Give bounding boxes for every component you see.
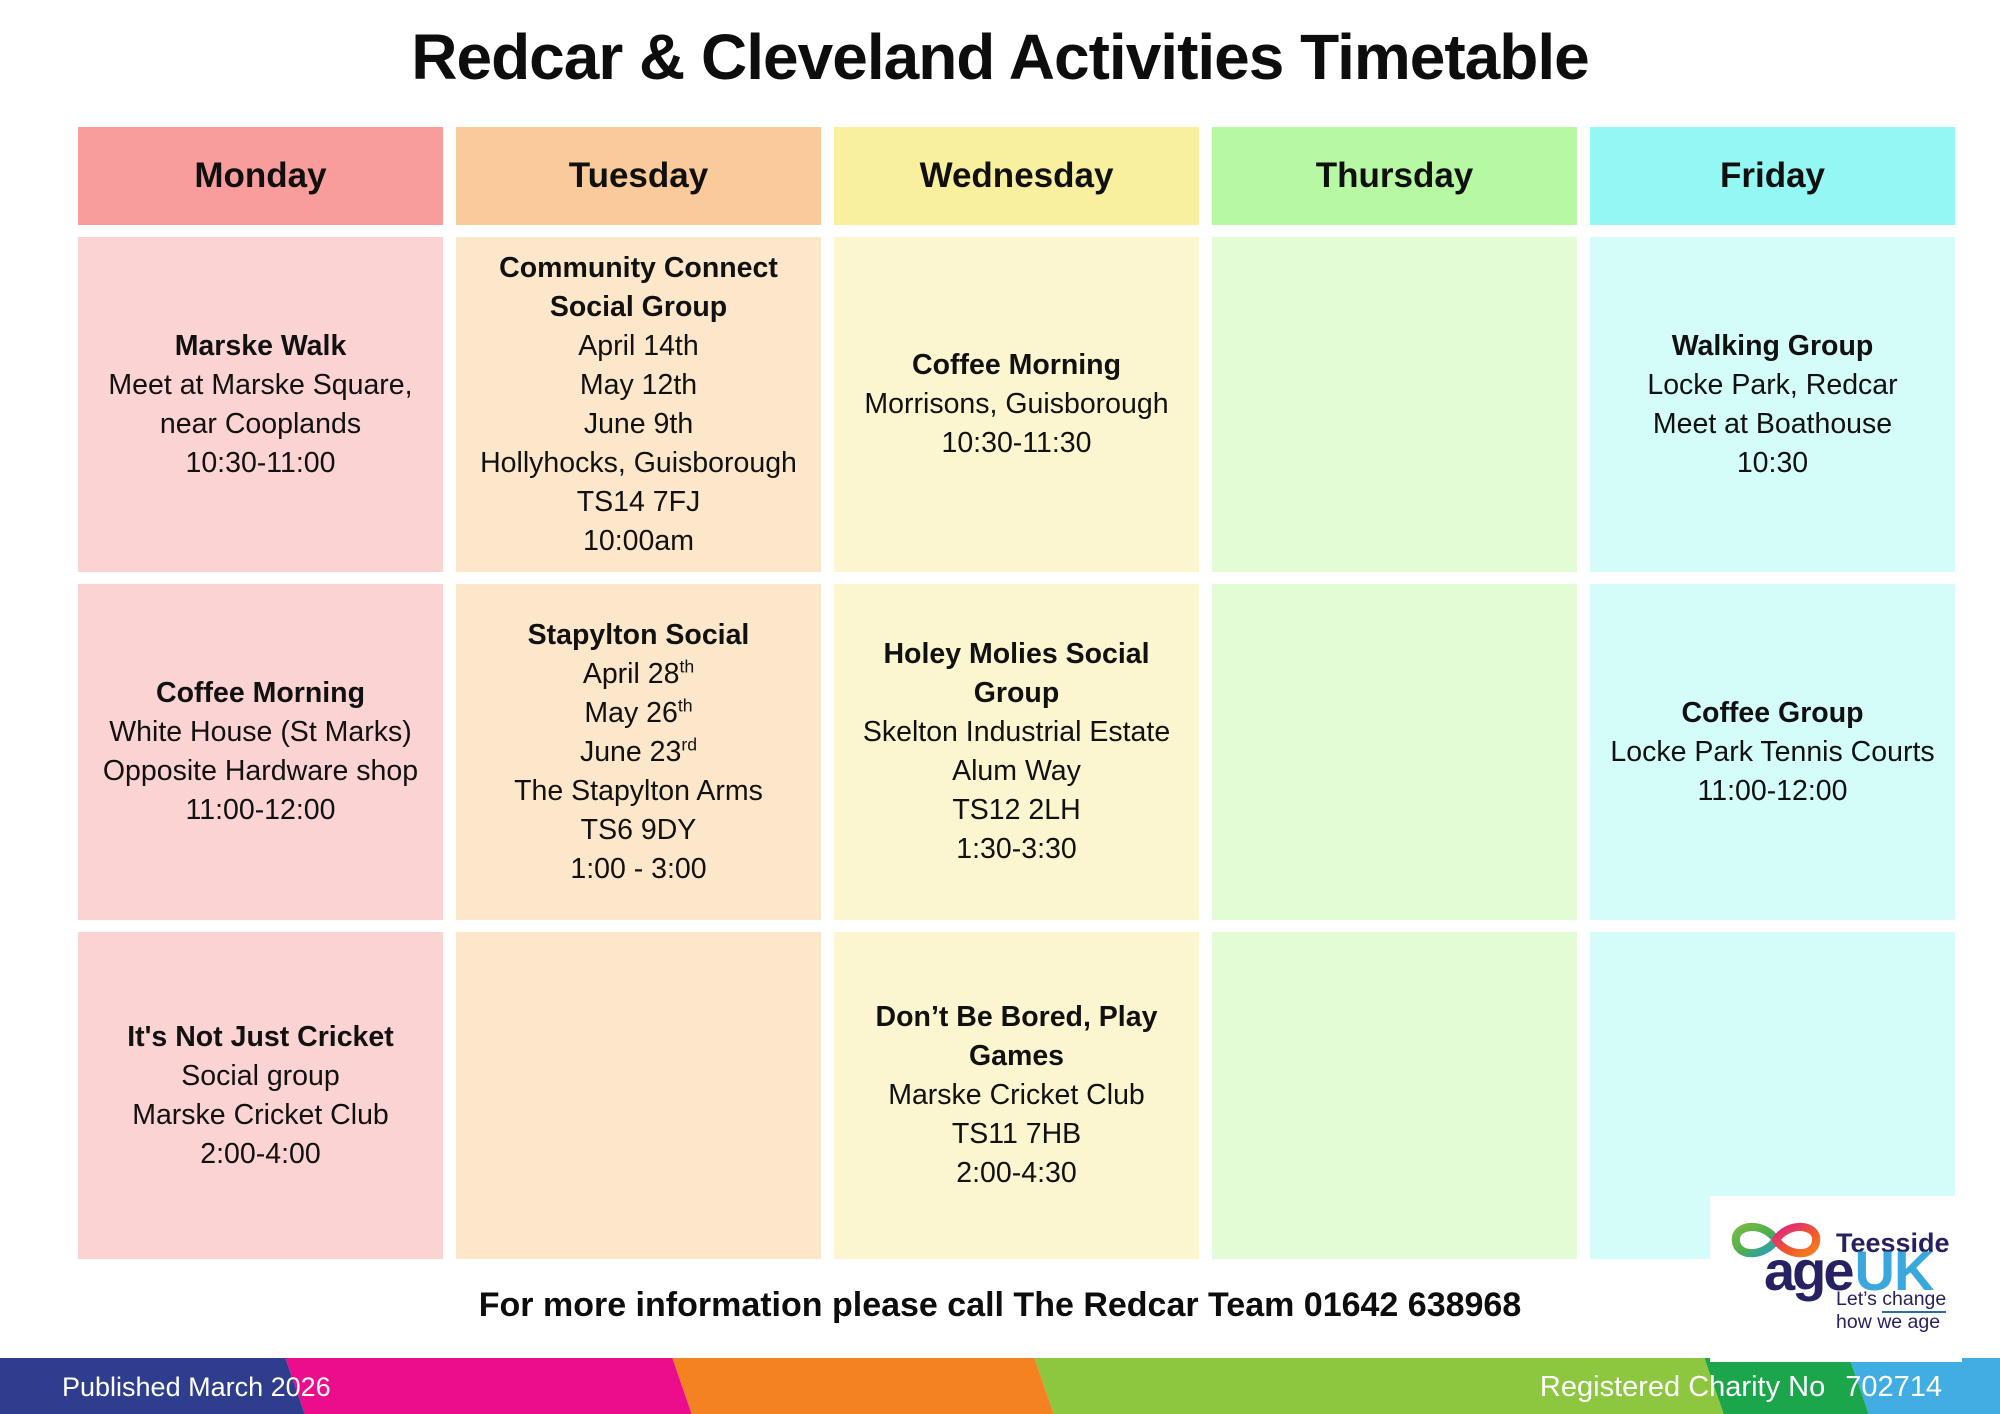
published-date-text: Published March 2026 bbox=[62, 1372, 331, 1402]
cell-line: Meet at Boathouse bbox=[1652, 407, 1893, 440]
cell-line: 2:00-4:30 bbox=[956, 1157, 1077, 1189]
cell-line: 2:00-4:00 bbox=[200, 1137, 321, 1170]
cell-line: 10:30-11:00 bbox=[185, 446, 336, 479]
cell-line: April 14th bbox=[578, 329, 699, 362]
cell-title: Community Connect Social Group bbox=[499, 251, 778, 323]
cell-line: 10:30 bbox=[1736, 446, 1809, 479]
tagline-change: change bbox=[1882, 1288, 1947, 1313]
page-title: Redcar & Cleveland Activities Timetable bbox=[411, 21, 1589, 93]
timetable-cell: Stapylton Social April 28th May 26th June 2… bbox=[456, 584, 821, 920]
cell-line: Skelton Industrial Estate bbox=[862, 716, 1171, 748]
timetable-cell: Don’t Be Bored, Play Games Marske Cricket… bbox=[834, 932, 1199, 1259]
day-header-wednesday: Wednesday bbox=[834, 127, 1199, 225]
cell-line: June 23rd bbox=[579, 734, 698, 768]
cell-line: 11:00-12:00 bbox=[1697, 774, 1848, 807]
logo-uk-text: UK bbox=[1854, 1239, 1935, 1302]
timetable-cell: Community Connect Social Group April 14th… bbox=[456, 237, 821, 572]
cell-line: Meet at Marske Square, bbox=[108, 368, 413, 401]
cell-line: 10:00am bbox=[583, 524, 694, 557]
cell-line: May 26th bbox=[584, 695, 693, 729]
cell-title: Coffee Group bbox=[1681, 696, 1864, 729]
cell-line: Locke Park Tennis Courts bbox=[1610, 735, 1935, 768]
day-header-friday: Friday bbox=[1590, 127, 1955, 225]
cell-line: Opposite Hardware shop bbox=[102, 755, 419, 787]
cell-line: near Cooplands bbox=[159, 407, 362, 440]
timetable-cell: Coffee Morning Morrisons, Guisborough 10:3… bbox=[834, 237, 1199, 572]
timetable-cell bbox=[456, 932, 821, 1259]
cell-line: June 9th bbox=[583, 407, 694, 440]
cell-title: Holey Molies Social Group bbox=[883, 638, 1150, 709]
timetable-cell bbox=[1212, 932, 1577, 1259]
tagline-prefix: Let’s bbox=[1836, 1288, 1883, 1310]
logo-region-text: Teesside bbox=[1836, 1228, 1950, 1258]
timetable-cell: Holey Molies Social Group Skelton Industr… bbox=[834, 584, 1199, 920]
cell-line: TS11 7HB bbox=[951, 1118, 1082, 1150]
charity-number-text: Registered Charity No 702714 bbox=[1540, 1358, 1942, 1414]
cell-line: Hollyhocks, Guisborough bbox=[480, 446, 797, 479]
cell-line: 10:30-11:30 bbox=[941, 427, 1092, 459]
cell-line: 11:00-12:00 bbox=[185, 794, 336, 826]
cell-title: Don’t Be Bored, Play Games bbox=[875, 1001, 1158, 1072]
cell-line: Alum Way bbox=[952, 755, 1081, 787]
bar-segment bbox=[672, 1358, 1054, 1414]
day-header-monday: Monday bbox=[78, 127, 443, 225]
bar-segment bbox=[285, 1358, 692, 1414]
timetable-cell: Coffee Group Locke Park Tennis Courts 11:0… bbox=[1590, 584, 1955, 920]
timetable-cell: Walking Group Locke Park, Redcar Meet at B… bbox=[1590, 237, 1955, 572]
cell-line: Marske Cricket Club bbox=[132, 1098, 389, 1131]
bottom-color-bar: Published March 2026 Registered Charity … bbox=[0, 1358, 2000, 1414]
cell-title: It's Not Just Cricket bbox=[127, 1020, 394, 1053]
timetable-cell: Coffee Morning White House (St Marks) Oppo… bbox=[78, 584, 443, 920]
cell-line: Morrisons, Guisborough bbox=[864, 388, 1169, 420]
timetable-cell bbox=[1212, 237, 1577, 572]
cell-title: Marske Walk bbox=[174, 329, 347, 362]
cell-line: TS14 7FJ bbox=[576, 485, 701, 518]
day-header-thursday: Thursday bbox=[1212, 127, 1577, 225]
cell-line: The Stapylton Arms bbox=[514, 774, 763, 807]
cell-line: TS12 2LH bbox=[952, 794, 1081, 826]
cell-line: Social group bbox=[181, 1059, 340, 1092]
cell-line: White House (St Marks) bbox=[109, 716, 412, 748]
timetable-cell: It's Not Just Cricket Social group Marske … bbox=[78, 932, 443, 1259]
day-header-tuesday: Tuesday bbox=[456, 127, 821, 225]
cell-line: May 12th bbox=[579, 368, 698, 401]
cell-line: Marske Cricket Club bbox=[888, 1079, 1145, 1111]
logo-brand-text: ageUK bbox=[1764, 1238, 1935, 1303]
cell-title: Stapylton Social bbox=[527, 618, 750, 651]
logo-tagline: Let’s change how we age bbox=[1836, 1288, 1947, 1334]
timetable-cell: Marske Walk Meet at Marske Square, near Co… bbox=[78, 237, 443, 572]
charity-number: 702714 bbox=[1845, 1371, 1942, 1403]
cell-line: 1:30-3:30 bbox=[956, 833, 1077, 865]
cell-title: Coffee Morning bbox=[912, 349, 1121, 381]
cell-title: Walking Group bbox=[1671, 329, 1874, 362]
cell-line: Locke Park, Redcar bbox=[1647, 368, 1898, 401]
tagline-line2: how we age bbox=[1836, 1311, 1941, 1333]
timetable-grid: Monday Marske Walk Meet at Marske Square, n… bbox=[78, 127, 1955, 1259]
cell-line: TS6 9DY bbox=[580, 813, 697, 846]
contact-info-text: For more information please call The Red… bbox=[478, 1286, 1522, 1324]
charity-label: Registered Charity No bbox=[1539, 1371, 1826, 1403]
cell-line: April 28th bbox=[582, 656, 695, 690]
ageuk-ribbon-icon bbox=[1731, 1222, 1821, 1258]
cell-line: 1:00 - 3:00 bbox=[570, 852, 707, 885]
logo-age-text: age bbox=[1764, 1239, 1854, 1302]
timetable-cell bbox=[1212, 584, 1577, 920]
cell-title: Coffee Morning bbox=[156, 677, 365, 709]
ageuk-teesside-logo: Teesside ageUK Let’s change how we age bbox=[1710, 1196, 1962, 1362]
